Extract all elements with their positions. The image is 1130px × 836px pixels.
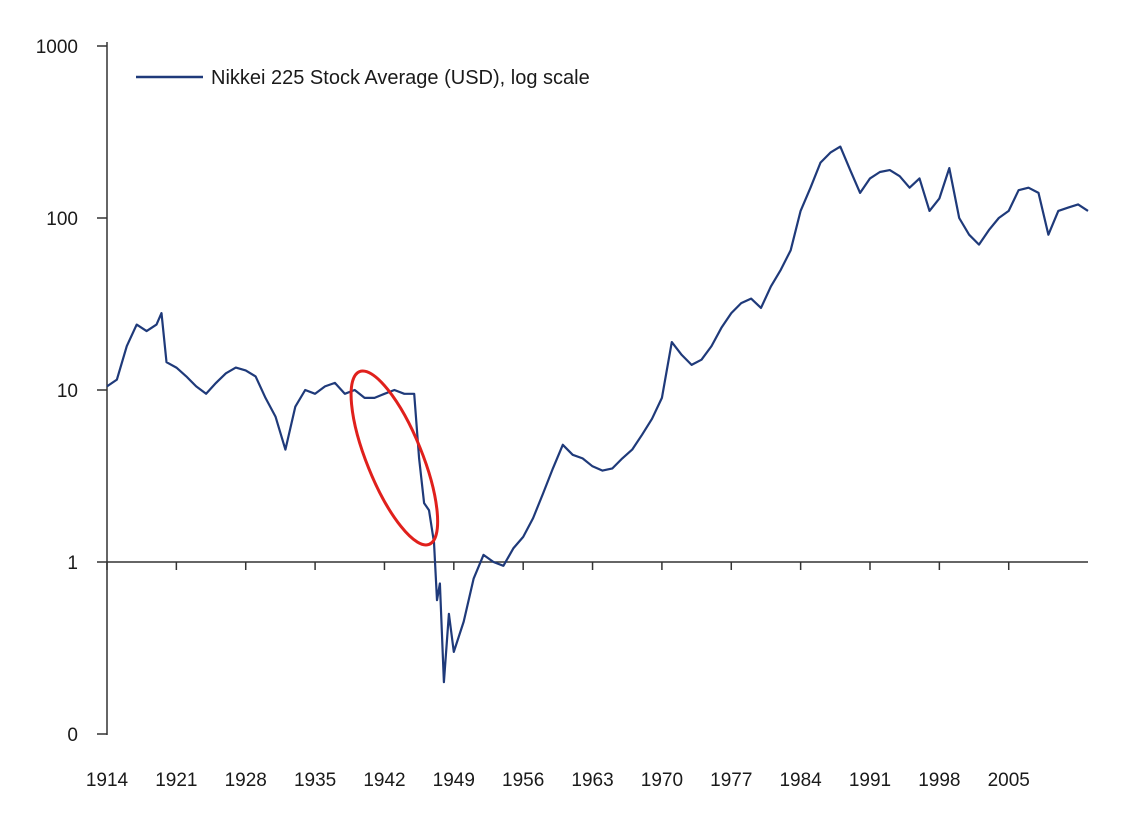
x-tick-label: 1963 xyxy=(571,770,613,791)
y-tick-label: 100 xyxy=(46,209,78,230)
y-tick-label: 0 xyxy=(67,725,78,746)
x-tick-label: 1928 xyxy=(225,770,267,791)
x-tick-label: 1935 xyxy=(294,770,336,791)
x-tick-label: 1998 xyxy=(918,770,960,791)
y-tick-label: 10 xyxy=(57,381,78,402)
y-tick-label: 1000 xyxy=(36,37,78,58)
x-tick-label: 1949 xyxy=(433,770,475,791)
series-group xyxy=(106,145,1089,684)
legend: Nikkei 225 Stock Average (USD), log scal… xyxy=(136,67,590,89)
x-tick-label: 1984 xyxy=(779,770,822,791)
x-ticks: 1914 1921 1928 1935 1942 1949 1956 1963 1970 1977… xyxy=(86,562,1030,791)
x-tick-label: 1942 xyxy=(363,770,405,791)
y-tick-label: 1 xyxy=(67,553,78,574)
x-tick-label: 1991 xyxy=(849,770,891,791)
x-tick-label: 1956 xyxy=(502,770,544,791)
legend-label: Nikkei 225 Stock Average (USD), log scal… xyxy=(211,67,590,89)
x-tick-label: 1914 xyxy=(86,770,129,791)
x-tick-label: 1921 xyxy=(155,770,197,791)
x-tick-label: 2005 xyxy=(988,770,1030,791)
series-line xyxy=(106,145,1089,684)
x-tick-label: 1977 xyxy=(710,770,752,791)
highlight-ellipse xyxy=(349,369,440,547)
annotations-group xyxy=(349,369,440,547)
x-tick-label: 1970 xyxy=(641,770,683,791)
